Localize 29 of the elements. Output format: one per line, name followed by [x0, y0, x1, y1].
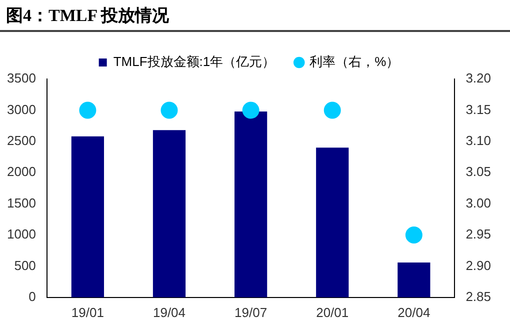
chart-title: 图4：TMLF 投放情况 [0, 0, 510, 32]
bar [316, 148, 349, 298]
y2-tick-label: 3.15 [466, 102, 492, 117]
y2-tick-label: 2.95 [466, 226, 492, 242]
bar [234, 111, 268, 298]
x-tick-label: 20/01 [316, 304, 349, 320]
y-tick-label: 1000 [7, 226, 36, 242]
bar [398, 262, 430, 298]
bar [152, 130, 186, 298]
bar [71, 136, 104, 298]
legend-label: 利率（右，%） [310, 54, 400, 70]
y2-tick-label: 3.00 [466, 195, 492, 210]
y2-tick-label: 3.20 [466, 70, 492, 86]
y-tick-label: 0 [28, 288, 36, 304]
y-tick-label: 1500 [7, 195, 36, 210]
y2-tick-label: 2.90 [466, 258, 492, 273]
legend-label: TMLF投放金额:1年（亿元） [113, 54, 276, 70]
y-tick-label: 500 [14, 258, 36, 273]
x-tick-label: 19/01 [71, 304, 104, 320]
y-tick-label: 3000 [7, 102, 36, 117]
y-tick-label: 3500 [7, 70, 36, 86]
y2-tick-label: 3.10 [466, 132, 492, 148]
y2-tick-label: 3.05 [466, 164, 492, 180]
x-tick-label: 19/04 [152, 304, 186, 320]
y2-tick-label: 2.85 [466, 288, 492, 304]
y-tick-label: 2500 [7, 132, 36, 148]
y-tick-label: 2000 [7, 164, 36, 180]
x-tick-label: 19/07 [234, 304, 268, 320]
x-tick-label: 20/04 [398, 304, 430, 320]
